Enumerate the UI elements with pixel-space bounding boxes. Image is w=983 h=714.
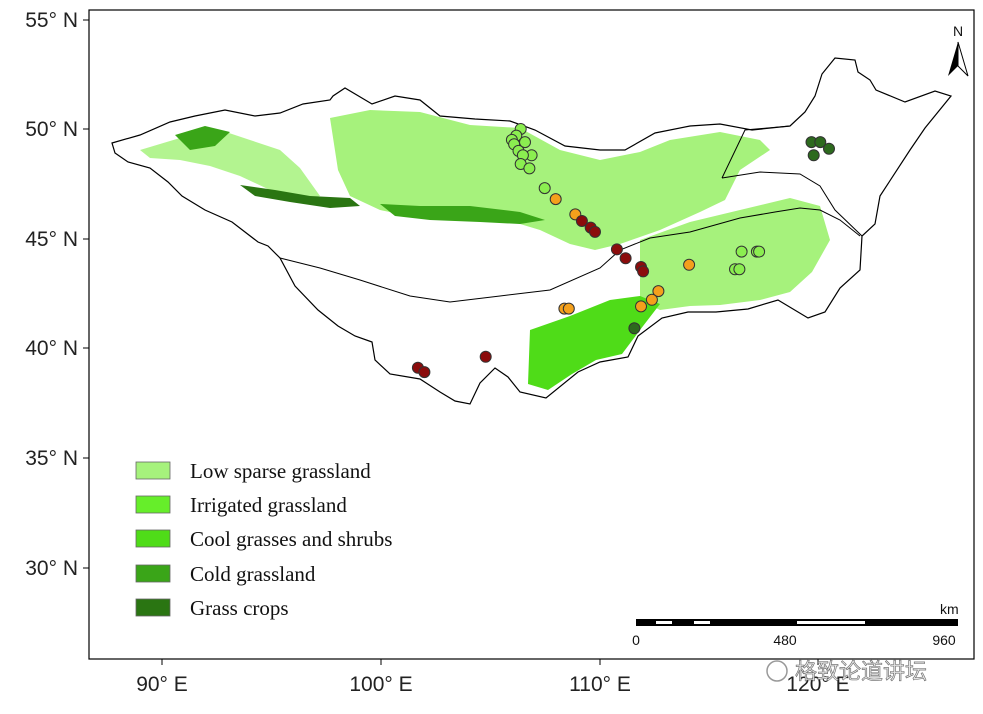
legend-swatch: [135, 461, 171, 480]
scale-label: 480: [773, 632, 797, 648]
site-marker: [538, 182, 551, 195]
legend-label: Grass crops: [190, 596, 289, 620]
watermark-text: 格致论道讲坛: [795, 660, 927, 685]
cool-grass-south: [528, 296, 660, 390]
site-marker: [628, 322, 641, 335]
watermark: 格致论道讲坛: [766, 660, 927, 685]
site-marker: [645, 293, 658, 306]
x-axis: 90° E 100° E 110° E 120° E: [136, 659, 850, 696]
scale-bar: km 0 480 960: [632, 601, 959, 648]
site-marker: [683, 258, 696, 271]
cool-grass-west: [175, 126, 230, 150]
site-marker: [753, 245, 766, 258]
legend: Low sparse grassland Irrigated grassland…: [135, 459, 392, 620]
site-marker: [418, 366, 431, 379]
site-marker: [814, 136, 827, 149]
site-marker: [652, 285, 665, 298]
legend-label: Low sparse grassland: [190, 459, 371, 483]
scale-label: 960: [932, 632, 956, 648]
legend-swatch: [135, 495, 171, 514]
y-axis: 55° N 50° N 45° N 40° N 35° N 30° N: [25, 9, 89, 580]
site-marker: [823, 142, 835, 155]
legend-swatch: [135, 529, 171, 548]
wechat-icon: [766, 660, 788, 682]
x-tick-label: 90° E: [136, 673, 188, 696]
north-arrow-icon: [948, 42, 958, 76]
y-tick-label: 45° N: [25, 228, 78, 251]
site-marker: [575, 215, 588, 227]
north-arrow: N: [948, 23, 969, 77]
y-tick-label: 30° N: [25, 557, 78, 580]
y-tick-label: 35° N: [25, 447, 78, 470]
cold-grassland-west: [140, 130, 320, 202]
site-marker: [479, 350, 492, 363]
legend-swatch: [135, 564, 171, 583]
y-tick-label: 50° N: [25, 118, 78, 141]
legend-label: Cold grassland: [190, 562, 316, 586]
x-tick-label: 100° E: [349, 673, 412, 696]
sampling-sites: [411, 123, 835, 379]
scale-unit: km: [940, 601, 959, 617]
x-tick-label: 110° E: [569, 673, 631, 696]
legend-swatch: [135, 598, 171, 617]
legend-label: Irrigated grassland: [190, 493, 347, 517]
north-arrow-label: N: [953, 23, 963, 39]
study-region: [111, 57, 953, 405]
cold-grassland-band: [380, 204, 545, 224]
site-marker: [589, 225, 601, 238]
site-marker: [549, 193, 562, 206]
site-marker: [523, 162, 536, 175]
y-tick-label: 55° N: [25, 9, 78, 32]
site-marker: [637, 265, 650, 278]
grass-crops-west: [240, 185, 360, 208]
legend-label: Cool grasses and shrubs: [190, 527, 392, 551]
x-tick-label: 120° E: [786, 673, 849, 696]
internal-border-2: [721, 125, 863, 237]
y-tick-label: 40° N: [25, 337, 78, 360]
site-marker: [610, 243, 623, 256]
site-marker: [735, 245, 748, 258]
site-marker: [807, 149, 820, 162]
site-marker: [619, 252, 632, 265]
scale-label: 0: [632, 632, 640, 648]
site-marker: [562, 302, 575, 315]
site-marker: [733, 263, 746, 276]
low-sparse-grassland-east: [640, 198, 830, 310]
site-marker: [635, 300, 647, 313]
